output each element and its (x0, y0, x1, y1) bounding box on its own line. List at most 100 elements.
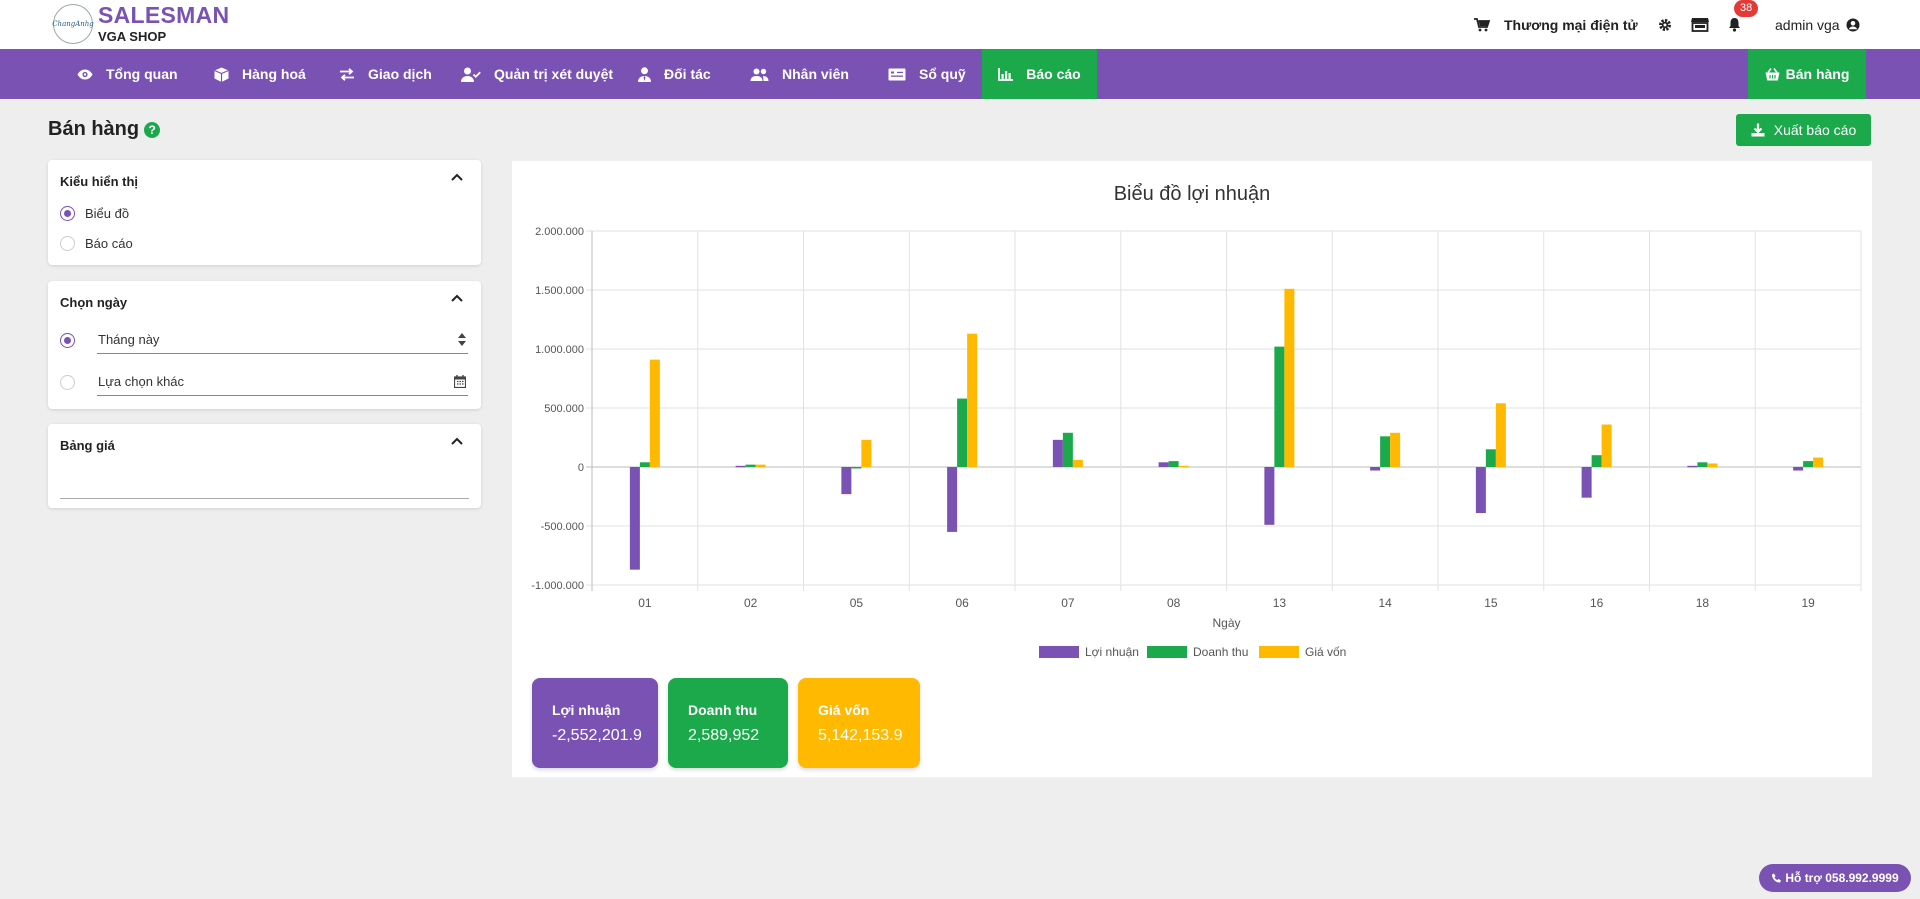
bar-2-14 (1390, 432, 1401, 467)
nav-item-products[interactable]: Hàng hoá (214, 49, 306, 99)
user-menu[interactable]: admin vga (1775, 0, 1860, 49)
date-panel: Chọn ngày Tháng này Lựa chọn khác (48, 281, 481, 409)
price-list-title: Bảng giá (60, 438, 115, 453)
nav-item-overview[interactable]: Tổng quan (77, 49, 178, 99)
nav-item-partners[interactable]: Đối tác (638, 49, 711, 99)
bar-1-15 (1485, 449, 1496, 467)
bar-0-14 (1370, 467, 1381, 471)
support-button[interactable]: Hỗ trợ 058.992.9999 (1759, 864, 1911, 892)
bar-0-06 (947, 467, 958, 532)
bar-1-06 (957, 398, 968, 467)
summary-value: 2,589,952 (688, 727, 760, 744)
bar-2-19 (1813, 457, 1824, 467)
shop-logo[interactable]: ChangAnhg (52, 4, 94, 44)
nav-item-staff[interactable]: Nhân viên (750, 49, 849, 99)
chevron-up-icon[interactable] (451, 173, 463, 181)
nav-label: Tổng quan (106, 66, 178, 82)
x-tick-label: 05 (850, 596, 864, 610)
export-report-button[interactable]: Xuất báo cáo (1736, 114, 1871, 146)
date-custom-option[interactable] (60, 375, 85, 390)
bar-0-08 (1158, 462, 1169, 467)
date-preset-option[interactable] (60, 333, 85, 348)
x-tick-label: 13 (1273, 596, 1287, 610)
chevron-up-icon[interactable] (451, 294, 463, 302)
nav-item-reports[interactable]: Báo cáo (982, 49, 1097, 99)
radio-chart[interactable] (60, 206, 75, 221)
box-icon (214, 67, 229, 82)
y-tick-label: 2.000.000 (535, 226, 584, 238)
profit-chart: 2.000.000 1.500.000 1.000.000 500.000 0 -500.… (531, 226, 1862, 659)
chart-bar-icon (998, 67, 1014, 81)
legend-swatch (1039, 646, 1079, 658)
logo-text: ChangAnhg (52, 20, 94, 28)
notifications-button[interactable] (1728, 0, 1741, 49)
brand-name: SALESMAN (98, 2, 230, 28)
ecommerce-link[interactable]: Thương mại điện tử (1474, 0, 1638, 49)
exchange-icon (340, 67, 354, 81)
radio-preset[interactable] (60, 333, 75, 348)
date-preset-select[interactable]: Tháng này (97, 326, 468, 354)
legend-label: Giá vốn (1305, 645, 1346, 659)
money-check-icon (888, 68, 906, 80)
bar-0-19 (1793, 467, 1804, 471)
phone-icon (1772, 873, 1782, 883)
summary-card-revenue: Doanh thu 2,589,952 (668, 678, 788, 768)
ecommerce-label: Thương mại điện tử (1504, 16, 1638, 33)
bar-1-08 (1168, 461, 1179, 467)
nav-item-cashbook[interactable]: Sổ quỹ (888, 49, 966, 99)
nav-label: Báo cáo (1026, 66, 1081, 82)
display-option-report[interactable]: Báo cáo (60, 236, 133, 251)
x-tick-label: 16 (1590, 596, 1604, 610)
bar-1-07 (1062, 432, 1073, 467)
help-icon[interactable]: ? (144, 121, 161, 138)
bar-2-02 (755, 464, 766, 467)
nav-label: Hàng hoá (242, 66, 306, 82)
bar-2-08 (1178, 465, 1189, 468)
bar-1-05 (851, 467, 862, 469)
page-title: Bán hàng ? (48, 118, 161, 141)
summary-label: Giá vốn (818, 702, 870, 718)
sell-button-label: Bán hàng (1785, 66, 1850, 82)
store-button[interactable] (1691, 0, 1709, 49)
bar-0-01 (629, 467, 640, 570)
radio-report[interactable] (60, 236, 75, 251)
sell-button[interactable]: Bán hàng (1748, 49, 1866, 99)
x-axis-label: Ngày (1212, 616, 1240, 630)
legend-swatch (1147, 646, 1187, 658)
chart-title: Biểu đồ lợi nhuận (1113, 183, 1271, 205)
y-tick-label: 0 (578, 462, 584, 474)
bar-2-06 (967, 333, 978, 467)
chevron-up-icon[interactable] (451, 437, 463, 445)
summary-card-cost: Giá vốn 5,142,153.9 (798, 678, 920, 768)
x-tick-label: 18 (1696, 596, 1710, 610)
chart-card: Biểu đồ lợi nhuận 2.000.000 1.500.000 1.00… (512, 161, 1872, 777)
nav-item-approval[interactable]: Quản trị xét duyệt (461, 49, 613, 99)
bar-2-07 (1072, 459, 1083, 467)
price-list-select[interactable] (60, 464, 469, 488)
bar-2-13 (1284, 288, 1295, 467)
settings-button[interactable] (1658, 0, 1672, 49)
users-icon (750, 68, 769, 81)
radio-custom[interactable] (60, 375, 75, 390)
bar-2-16 (1601, 424, 1612, 467)
bar-1-14 (1380, 436, 1391, 467)
bar-1-13 (1274, 346, 1285, 467)
nav-item-transactions[interactable]: Giao dịch (339, 49, 432, 99)
option-label: Báo cáo (85, 236, 133, 251)
x-tick-label: 06 (955, 596, 969, 610)
calendar-icon (454, 375, 466, 388)
display-option-chart[interactable]: Biểu đồ (60, 206, 129, 221)
bar-0-18 (1687, 465, 1698, 468)
nav-label: Quản trị xét duyệt (494, 66, 614, 82)
y-tick-label: -500.000 (541, 521, 584, 533)
date-custom-input[interactable]: Lựa chọn khác (97, 368, 468, 396)
bar-2-18 (1707, 463, 1718, 467)
user-label: admin vga (1775, 16, 1840, 33)
nav-label: Giao dịch (368, 66, 432, 82)
main-nav: Tổng quan Hàng hoá Giao dịch Quản trị xé… (0, 49, 1920, 99)
support-label: Hỗ trợ 058.992.9999 (1785, 871, 1899, 885)
x-tick-label: 19 (1801, 596, 1815, 610)
bar-0-16 (1581, 467, 1592, 498)
bar-1-02 (745, 464, 756, 467)
notification-badge: 38 (1734, 0, 1759, 17)
